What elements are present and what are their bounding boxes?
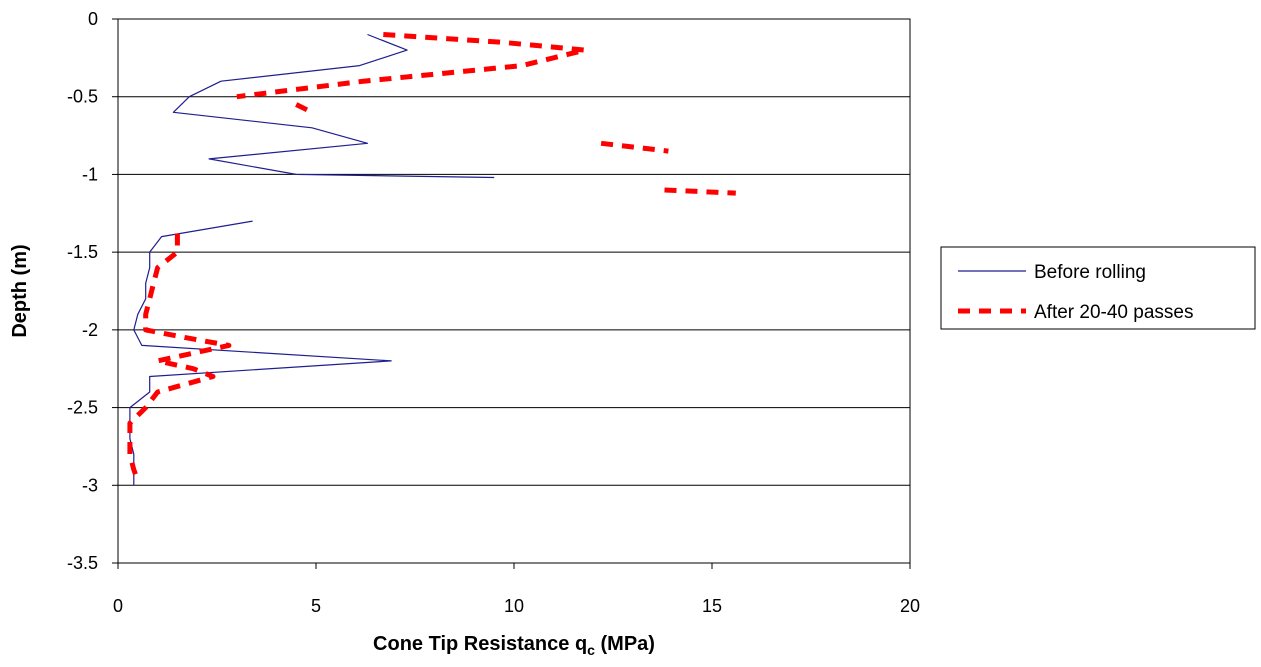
x-axis-title-units: (MPa)	[595, 633, 655, 655]
legend-box	[940, 246, 1256, 330]
x-axis-ticks: 0 5 10 15 20	[113, 563, 920, 616]
y-tick-label: -2	[82, 320, 98, 340]
x-tick-label: 0	[113, 596, 123, 616]
gridlines	[118, 96, 910, 486]
x-tick-label: 5	[311, 596, 321, 616]
y-axis-ticks: 0 -0.5 -1 -1.5 -2 -2.5 -3 -3.5	[67, 9, 118, 573]
series-after-passes-line	[664, 187, 736, 196]
legend-label-before-rolling: Before rolling	[1034, 262, 1146, 283]
series-after-passes-line	[127, 233, 232, 482]
y-tick-label: -0.5	[67, 87, 98, 107]
series-after-passes-line	[236, 32, 588, 100]
series-layer	[127, 32, 736, 486]
y-tick-label: -1	[82, 164, 98, 184]
y-tick-label: -3.5	[67, 553, 98, 573]
y-tick-label: 0	[88, 9, 98, 29]
y-axis-title: Depth (m)	[9, 244, 31, 337]
plot-area-frame	[117, 18, 911, 564]
x-axis-title: Cone Tip Resistance qc (MPa)	[373, 633, 655, 658]
x-tick-label: 10	[504, 596, 524, 616]
legend: Before rolling After 20-40 passes	[940, 246, 1256, 330]
series-after-passes-line	[600, 140, 669, 154]
x-axis-title-main: Cone Tip Resistance q	[373, 633, 587, 655]
legend-label-after-passes: After 20-40 passes	[1034, 302, 1193, 323]
y-tick-label: -2.5	[67, 398, 98, 418]
y-tick-label: -1.5	[67, 242, 98, 262]
x-axis-title-subscript: c	[587, 642, 595, 658]
x-tick-label: 15	[702, 596, 722, 616]
series-after-passes-line	[295, 102, 314, 115]
series-before-rolling-line	[172, 33, 495, 179]
y-tick-label: -3	[82, 475, 98, 495]
series-before-rolling-line	[129, 220, 392, 486]
x-tick-label: 20	[900, 596, 920, 616]
